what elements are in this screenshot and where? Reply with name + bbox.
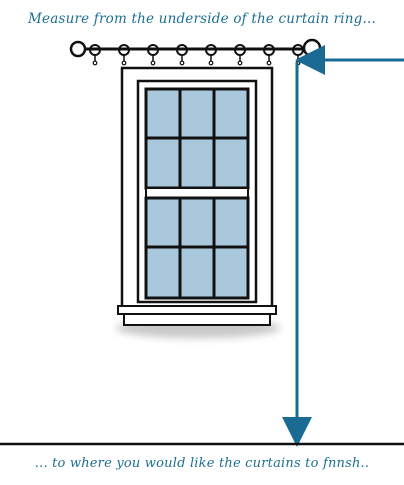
curtain-pole (69, 38, 322, 66)
instruction-bottom: ... to where you would like the curtains… (34, 456, 370, 471)
measurement-guide (282, 45, 404, 447)
curtain-ring (263, 44, 275, 66)
curtain-ring (147, 44, 159, 66)
curtain-ring (205, 44, 217, 66)
window-sill-apron (123, 313, 271, 326)
curtain-ring (118, 44, 130, 66)
finial-left (69, 40, 87, 58)
window-sill (117, 305, 277, 315)
window (117, 66, 277, 326)
curtain-ring (176, 44, 188, 66)
curtain-ring (234, 44, 246, 66)
instruction-top: Measure from the underside of the curtai… (27, 11, 376, 27)
curtain-ring (89, 44, 101, 66)
finial-right (302, 38, 322, 58)
